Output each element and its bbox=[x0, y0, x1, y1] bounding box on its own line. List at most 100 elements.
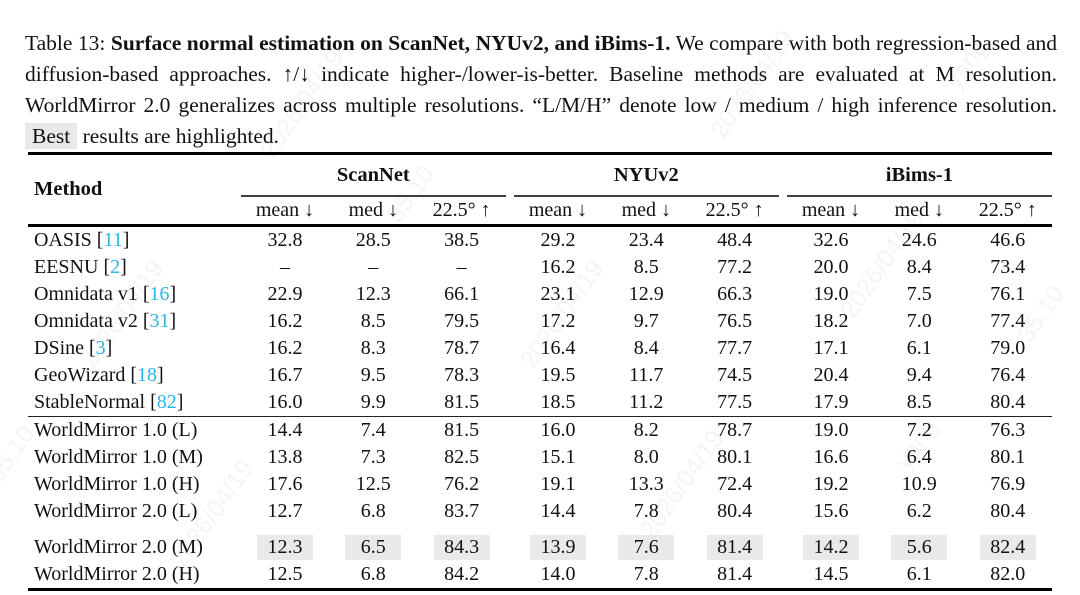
metric-value: 6.2 bbox=[906, 500, 932, 522]
metric-value: 7.8 bbox=[633, 500, 659, 522]
method-name: OASIS [11] bbox=[34, 229, 130, 251]
metric-value: 82.4 bbox=[963, 525, 1052, 561]
metric-value: 79.5 bbox=[444, 310, 480, 332]
best-value-highlight: 81.4 bbox=[706, 535, 763, 560]
metric-value: 48.4 bbox=[717, 229, 753, 251]
citation-link[interactable]: 2 bbox=[110, 256, 121, 278]
metric-value: 12.5 bbox=[267, 563, 303, 585]
metric-value: 32.6 bbox=[813, 229, 849, 251]
best-value-highlight: 12.3 bbox=[256, 535, 313, 560]
metric-value: 76.2 bbox=[444, 473, 480, 495]
metric-value: 78.7 bbox=[444, 337, 480, 359]
citation-link[interactable]: 16 bbox=[149, 283, 170, 305]
metric-value: 6.1 bbox=[906, 337, 932, 359]
metric-value: 6.8 bbox=[360, 563, 386, 585]
metric-value: 12.5 bbox=[355, 473, 391, 495]
column-spacer bbox=[506, 226, 514, 255]
citation-link[interactable]: 3 bbox=[95, 337, 106, 359]
metric-value: 80.1 bbox=[717, 446, 753, 468]
column-spacer bbox=[779, 498, 787, 525]
metric-value: 14.4 bbox=[240, 416, 330, 444]
metric-value: 77.4 bbox=[990, 310, 1026, 332]
metric-value: 17.1 bbox=[813, 337, 849, 359]
metric-value: 23.4 bbox=[628, 229, 664, 251]
metric-value: 19.0 bbox=[813, 283, 849, 305]
metric-value: 72.4 bbox=[717, 473, 753, 495]
metric-value: 80.4 bbox=[990, 391, 1026, 413]
metric-header-225: 22.5° ↑ bbox=[690, 196, 779, 227]
metric-value: 8.3 bbox=[360, 337, 386, 359]
table-row: WorldMirror 1.0 (H) 17.6 12.5 76.2 19.1 13.3 7… bbox=[28, 471, 1052, 498]
metric-value: – bbox=[368, 256, 379, 278]
metric-value: 16.2 bbox=[267, 337, 303, 359]
metric-value: 9.9 bbox=[360, 391, 386, 413]
citation-link[interactable]: 82 bbox=[156, 391, 177, 413]
best-value-highlight: 5.6 bbox=[891, 535, 948, 560]
caption-prefix: Table 13: bbox=[25, 30, 111, 55]
metric-value: 20.0 bbox=[813, 256, 849, 278]
citation-link[interactable]: 18 bbox=[137, 364, 158, 386]
metric-header-med: med ↓ bbox=[875, 196, 964, 227]
metric-value: 6.8 bbox=[360, 500, 386, 522]
method-name: WorldMirror 1.0 (L) bbox=[28, 416, 241, 444]
metric-value: 28.5 bbox=[355, 229, 391, 251]
column-spacer bbox=[506, 525, 514, 561]
metric-value: 8.2 bbox=[602, 416, 691, 444]
column-spacer bbox=[779, 362, 787, 389]
column-spacer bbox=[779, 281, 787, 308]
metric-value: 38.5 bbox=[444, 229, 480, 251]
table-row: DSine [3] 16.2 8.3 78.7 16.4 8.4 77.7 17.1 6.1 79… bbox=[28, 335, 1052, 362]
metric-value: 16.4 bbox=[540, 337, 576, 359]
column-spacer bbox=[779, 471, 787, 498]
metric-value: 8.5 bbox=[906, 391, 932, 413]
metric-header-225: 22.5° ↑ bbox=[417, 196, 506, 227]
metric-value: 6.1 bbox=[906, 563, 932, 585]
table-caption: Table 13: Surface normal estimation on S… bbox=[25, 28, 1057, 152]
metric-value: – bbox=[456, 256, 467, 278]
best-value-highlight: 7.6 bbox=[618, 535, 675, 560]
table-row: WorldMirror 2.0 (H) 12.5 6.8 84.2 14.0 7.8 81.… bbox=[28, 561, 1052, 590]
results-table: Method ScanNet NYUv2 iBims-1 mean ↓ med … bbox=[28, 152, 1052, 591]
metric-value: 17.6 bbox=[267, 473, 303, 495]
metric-value: 77.5 bbox=[717, 391, 753, 413]
table-row: WorldMirror 1.0 (M) 13.8 7.3 82.5 15.1 8.0 80.… bbox=[28, 444, 1052, 471]
metric-value: 17.9 bbox=[813, 391, 849, 413]
metric-header-225: 22.5° ↑ bbox=[963, 196, 1052, 227]
metric-value: 8.4 bbox=[906, 256, 932, 278]
metric-value: 5.6 bbox=[875, 525, 963, 561]
metric-value: 11.2 bbox=[629, 391, 664, 413]
metric-value: 76.5 bbox=[717, 310, 753, 332]
metric-value: 16.0 bbox=[513, 416, 603, 444]
method-name: WorldMirror 2.0 (H) bbox=[34, 563, 200, 585]
metric-value: 14.2 bbox=[787, 525, 875, 561]
metric-value: 20.4 bbox=[813, 364, 849, 386]
column-spacer bbox=[506, 561, 514, 590]
method-name: WorldMirror 1.0 (M) bbox=[34, 446, 203, 468]
metric-header-med: med ↓ bbox=[602, 196, 691, 227]
metric-value: 18.2 bbox=[813, 310, 849, 332]
metric-value: 14.5 bbox=[813, 563, 849, 585]
table-row: GeoWizard [18] 16.7 9.5 78.3 19.5 11.7 74.5 20.… bbox=[28, 362, 1052, 389]
metric-value: 7.2 bbox=[875, 416, 964, 444]
best-value-highlight: 14.2 bbox=[802, 535, 859, 560]
metric-value: 81.5 bbox=[417, 416, 506, 444]
table-row: WorldMirror 2.0 (L) 12.7 6.8 83.7 14.4 7.8 80.… bbox=[28, 498, 1052, 525]
column-spacer bbox=[779, 308, 787, 335]
metric-value: 84.3 bbox=[417, 525, 505, 561]
metric-value: 78.7 bbox=[690, 416, 779, 444]
metric-value: 76.4 bbox=[990, 364, 1026, 386]
citation-link[interactable]: 31 bbox=[149, 310, 170, 332]
table-row: Omnidata v2 [31] 16.2 8.5 79.5 17.2 9.7 76.5 18… bbox=[28, 308, 1052, 335]
citation-link[interactable]: 11 bbox=[103, 229, 123, 251]
metric-value: 80.4 bbox=[990, 500, 1026, 522]
metric-value: 9.5 bbox=[360, 364, 386, 386]
metric-value: 79.0 bbox=[990, 337, 1026, 359]
metric-value: 18.5 bbox=[540, 391, 576, 413]
metric-value: 13.3 bbox=[628, 473, 664, 495]
metric-value: 12.7 bbox=[267, 500, 303, 522]
method-name: WorldMirror 1.0 (H) bbox=[34, 473, 200, 495]
column-spacer bbox=[779, 389, 787, 417]
method-name: StableNormal [82] bbox=[34, 391, 184, 413]
best-value-highlight: 84.3 bbox=[433, 535, 490, 560]
metric-value: 7.4 bbox=[329, 416, 418, 444]
